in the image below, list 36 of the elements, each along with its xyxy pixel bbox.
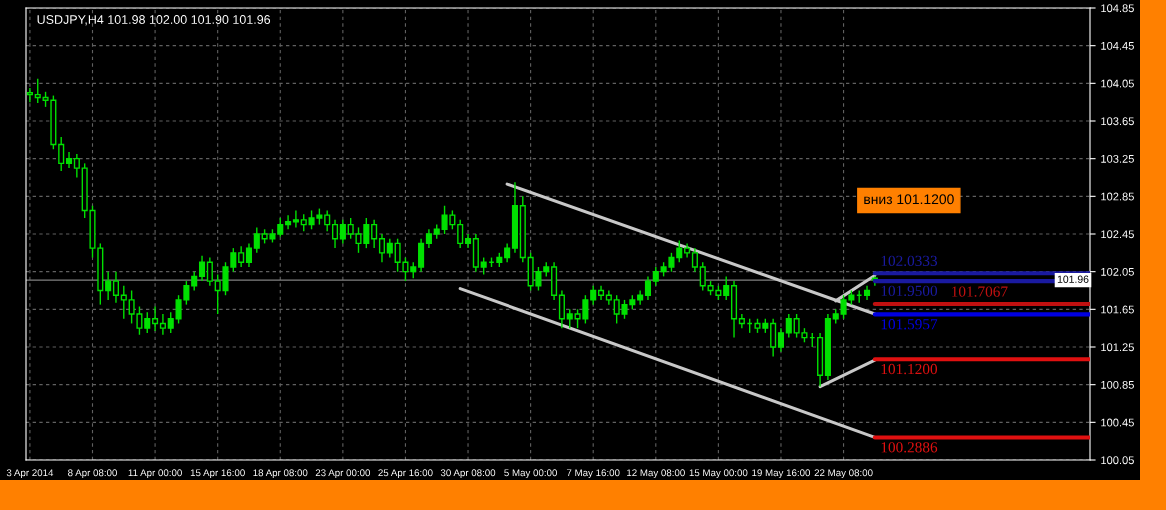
x-tick-label: 30 Apr 08:00 [440, 469, 496, 479]
y-tick-label: 102.85 [1101, 192, 1134, 201]
y-tick-label: 104.85 [1101, 4, 1134, 13]
y-tick-label: 102.05 [1101, 267, 1134, 276]
x-tick-label: 12 May 08:00 [627, 469, 685, 479]
ref-line-label: 101.7067 [952, 286, 1008, 297]
x-tick-label: 8 Apr 08:00 [68, 469, 117, 479]
chart-title: USDJPY,H4 101.98 102.00 101.90 101.96 [37, 15, 271, 26]
y-tick-label: 104.45 [1101, 41, 1134, 50]
ref-line-label: 101.96 [1057, 275, 1089, 283]
x-tick-label: 5 May 00:00 [504, 469, 557, 479]
ref-line-label: 102.0333 [881, 255, 938, 267]
annotation: вниз 101.1200 [864, 194, 954, 205]
x-tick-label: 11 Apr 00:00 [128, 469, 182, 479]
y-tick-label: 101.25 [1101, 343, 1134, 352]
x-tick-label: 15 Apr 16:00 [190, 469, 245, 479]
ref-line-label: 100.2886 [881, 442, 938, 453]
y-tick-label: 103.25 [1101, 154, 1134, 163]
x-tick-label: 19 May 16:00 [752, 469, 811, 479]
x-tick-label: 25 Apr 16:00 [378, 469, 433, 479]
ref-line-label: 101.1200 [881, 363, 938, 375]
y-tick-label: 100.45 [1101, 418, 1134, 427]
x-tick-label: 3 Apr 2014 [6, 469, 54, 479]
x-tick-label: 7 May 16:00 [566, 469, 620, 479]
x-tick-label: 15 May 00:00 [689, 469, 748, 479]
ref-line-label: 101.5957 [881, 319, 938, 330]
x-tick-label: 18 Apr 08:00 [253, 469, 308, 479]
y-tick-label: 103.65 [1101, 117, 1134, 126]
ref-line-label: 101.9500 [881, 285, 938, 297]
y-tick-label: 102.45 [1101, 230, 1134, 239]
y-tick-label: 104.05 [1101, 79, 1134, 88]
y-tick-label: 100.05 [1101, 456, 1134, 465]
y-tick-label: 100.85 [1101, 380, 1134, 389]
x-tick-label: 22 May 08:00 [814, 469, 873, 479]
y-tick-label: 101.65 [1101, 305, 1134, 314]
x-tick-label: 23 Apr 00:00 [315, 469, 371, 479]
